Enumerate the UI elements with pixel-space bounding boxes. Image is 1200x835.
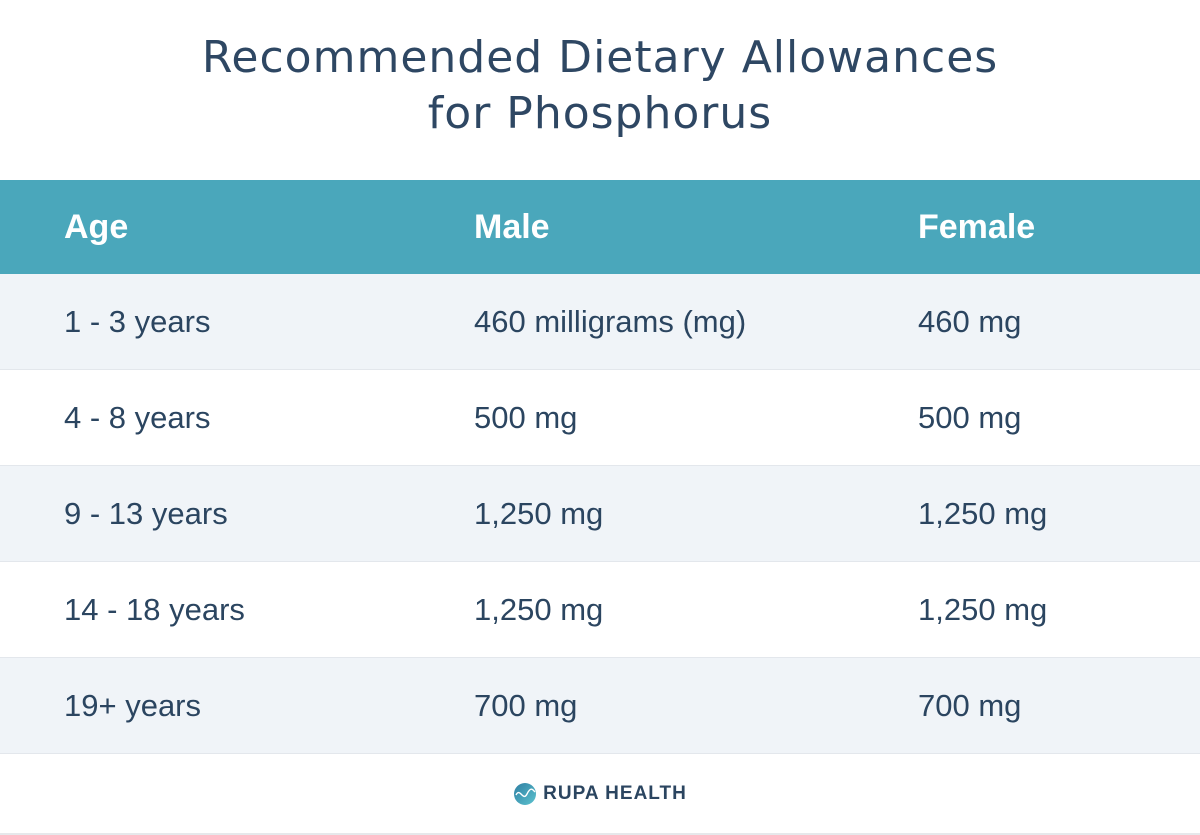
rda-table: Age Male Female 1 - 3 years 460 milligra…: [0, 180, 1200, 754]
age-cell: 9 - 13 years: [64, 495, 228, 531]
table-header-row: Age Male Female: [0, 180, 1200, 274]
female-cell: 1,250 mg: [918, 495, 1048, 531]
header-male: Male: [474, 207, 550, 246]
table-row: 1 - 3 years 460 milligrams (mg) 460 mg: [0, 274, 1200, 370]
age-cell: 14 - 18 years: [64, 591, 245, 627]
age-cell: 4 - 8 years: [64, 399, 211, 435]
female-cell: 460 mg: [918, 303, 1022, 339]
male-cell: 700 mg: [474, 687, 578, 723]
footer: RUPA HEALTH: [0, 755, 1200, 835]
male-cell: 1,250 mg: [474, 591, 604, 627]
female-cell: 1,250 mg: [918, 591, 1048, 627]
table-row: 9 - 13 years 1,250 mg 1,250 mg: [0, 466, 1200, 562]
male-cell: 500 mg: [474, 399, 578, 435]
title-line-1: Recommended Dietary Allowances: [201, 32, 999, 83]
female-cell: 700 mg: [918, 687, 1022, 723]
title-line-2: for Phosphorus: [427, 88, 773, 139]
age-cell: 1 - 3 years: [64, 303, 211, 339]
rupa-health-logo-icon: [514, 783, 537, 805]
male-cell: 460 milligrams (mg): [474, 303, 747, 339]
female-cell: 500 mg: [918, 399, 1022, 435]
male-cell: 1,250 mg: [474, 495, 604, 531]
table-row: 4 - 8 years 500 mg 500 mg: [0, 370, 1200, 466]
header-age: Age: [64, 207, 129, 246]
page-title: Recommended Dietary Allowances for Phosp…: [0, 30, 1200, 142]
table-row: 14 - 18 years 1,250 mg 1,250 mg: [0, 562, 1200, 658]
header-female: Female: [918, 207, 1036, 246]
brand-name: RUPA HEALTH: [543, 783, 687, 804]
table-row: 19+ years 700 mg 700 mg: [0, 658, 1200, 754]
age-cell: 19+ years: [64, 687, 202, 723]
